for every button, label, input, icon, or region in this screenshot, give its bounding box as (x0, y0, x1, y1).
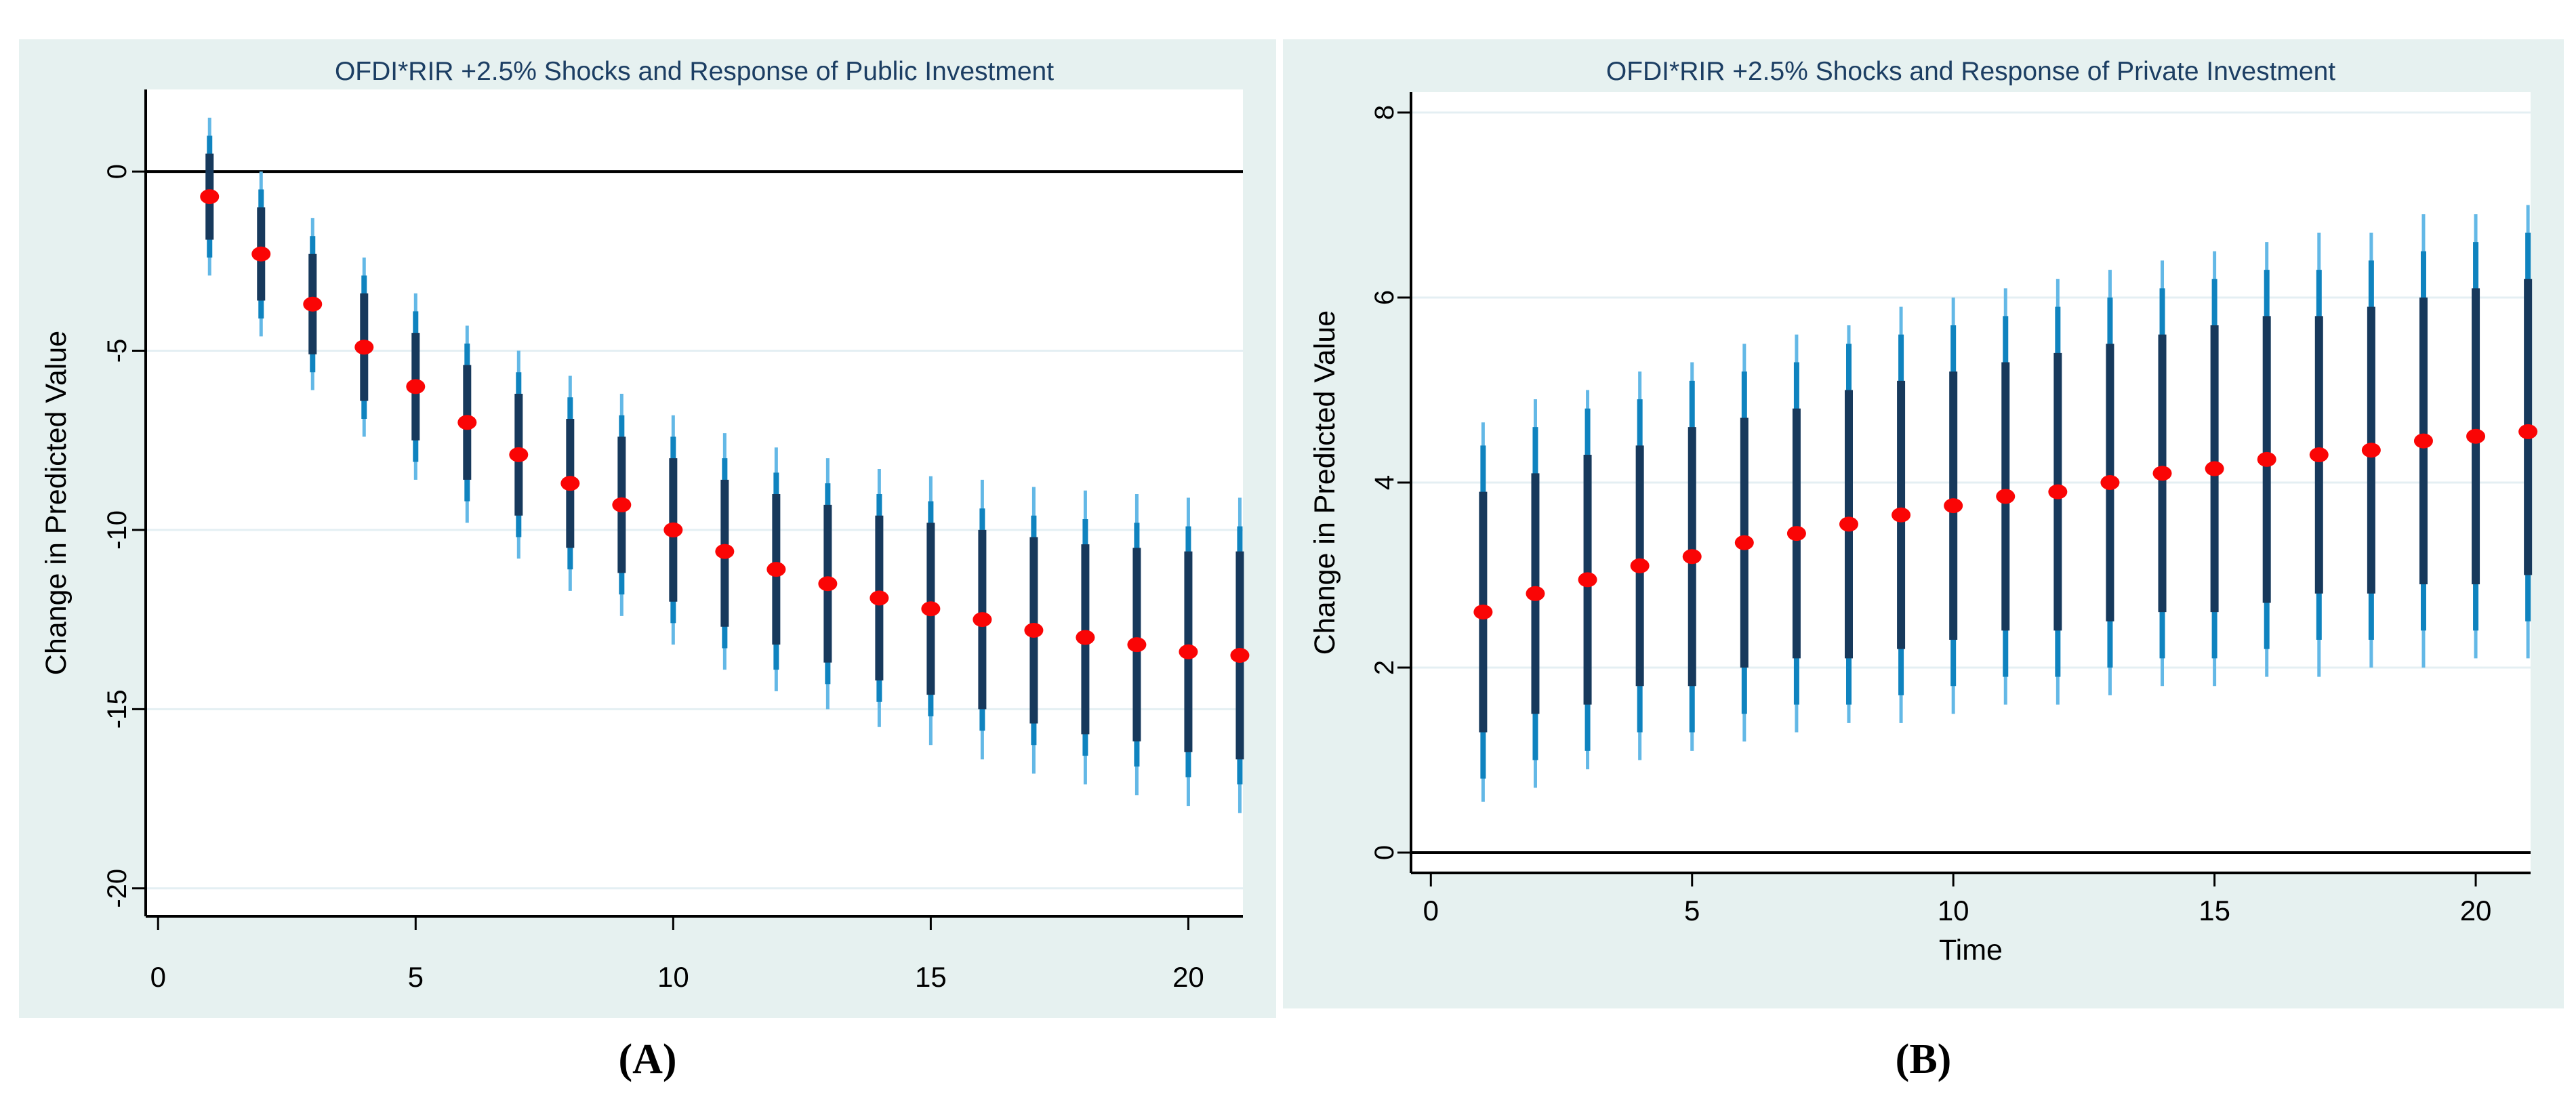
point-estimate-dot (612, 497, 632, 512)
point-estimate-dot (560, 476, 580, 491)
point-estimate-dot (1578, 572, 1597, 588)
point-estimate-dot (200, 189, 220, 205)
y-tick-label: -15 (102, 689, 132, 729)
point-estimate-dot (1076, 630, 1095, 645)
chart-b-canvas: 0 2 4 6 8 0 5 10 15 20 Change in Predicted Value Ti… (1309, 57, 2538, 966)
point-estimate-dot (2048, 484, 2068, 499)
point-estimate-dot (1682, 549, 1702, 565)
point-estimate-dot (1839, 516, 1858, 532)
y-tick-label: -5 (102, 339, 132, 363)
point-estimate-dot (2205, 461, 2224, 476)
caption-a-text: (A) (618, 1036, 677, 1082)
plot-area (146, 89, 1243, 916)
point-estimate-dot (973, 612, 992, 628)
point-estimate-dot (2518, 424, 2538, 439)
point-estimate-dot (303, 296, 323, 312)
point-estimate-dot (509, 447, 529, 462)
x-tick-label: 0 (150, 961, 166, 993)
point-estimate-dot (870, 590, 889, 606)
point-estimate-dot (818, 576, 838, 592)
point-estimate-dot (1024, 622, 1044, 638)
chart-a-canvas: 0 -5 -10 -15 -20 0 5 10 15 20 Change in Predicted … (40, 57, 1250, 993)
point-estimate-dot (354, 340, 374, 355)
y-tick-label: -10 (102, 510, 132, 550)
point-estimate-dot (251, 246, 271, 262)
point-estimate-dot (2309, 447, 2329, 463)
x-tick-label: 20 (2460, 895, 2492, 926)
point-estimate-dot (1127, 637, 1147, 653)
x-tick-label: 5 (1684, 895, 1700, 926)
point-estimate-dot (1179, 644, 1198, 659)
y-tick-label: -20 (102, 869, 132, 908)
x-tick-label: 15 (915, 961, 947, 993)
y-tick-label: 0 (1370, 845, 1399, 860)
point-estimate-dot (2152, 466, 2172, 481)
point-estimate-dot (2466, 428, 2486, 444)
point-estimate-dot (1526, 586, 1545, 601)
point-estimate-dot (406, 379, 426, 394)
y-tick-label: 8 (1370, 105, 1399, 120)
point-estimate-dot (2413, 433, 2433, 449)
point-estimate-dot (457, 415, 477, 430)
caption-b: (B) (1283, 1036, 2564, 1084)
y-axis-title: Change in Predicted Value (40, 331, 73, 675)
point-estimate-dot (1944, 498, 1963, 514)
x-tick-label: 10 (1938, 895, 1969, 926)
point-estimate-dot (715, 544, 735, 559)
y-tick-label: 4 (1370, 475, 1399, 490)
caption-a: (A) (19, 1036, 1276, 1084)
point-estimate-dot (1892, 507, 1911, 523)
point-estimate-dot (2361, 443, 2381, 458)
chart-title: OFDI*RIR +2.5% Shocks and Response of Pr… (1606, 57, 2335, 86)
x-tick-label: 5 (408, 961, 424, 993)
point-estimate-dot (2100, 475, 2120, 490)
point-estimate-dot (1630, 558, 1650, 573)
panel-b-private-investment: 0 2 4 6 8 0 5 10 15 20 Change in Predicted Value Ti… (1283, 39, 2564, 1008)
point-estimate-dot (663, 522, 683, 537)
y-axis-title: Change in Predicted Value (1309, 310, 1341, 655)
x-tick-label: 10 (657, 961, 689, 993)
chart-title: OFDI*RIR +2.5% Shocks and Response of Pu… (335, 57, 1054, 86)
x-tick-label: 20 (1172, 961, 1204, 993)
x-tick-label: 15 (2199, 895, 2230, 926)
x-axis-title: Time (1939, 934, 2003, 966)
point-estimate-dot (1786, 526, 1806, 542)
point-estimate-dot (1230, 648, 1250, 664)
point-estimate-dot (921, 601, 941, 617)
x-tick-label: 0 (1423, 895, 1439, 926)
y-tick-label: 0 (102, 164, 132, 179)
panel-a-public-investment: 0 -5 -10 -15 -20 0 5 10 15 20 Change in Predicted … (19, 39, 1276, 1018)
y-tick-label: 6 (1370, 290, 1399, 305)
caption-b-text: (B) (1895, 1036, 1952, 1082)
point-estimate-dot (766, 562, 786, 577)
y-tick-label: 2 (1370, 660, 1399, 675)
point-estimate-dot (1473, 605, 1493, 620)
point-estimate-dot (1996, 489, 2016, 504)
point-estimate-dot (2257, 451, 2276, 467)
point-estimate-dot (1734, 535, 1754, 550)
